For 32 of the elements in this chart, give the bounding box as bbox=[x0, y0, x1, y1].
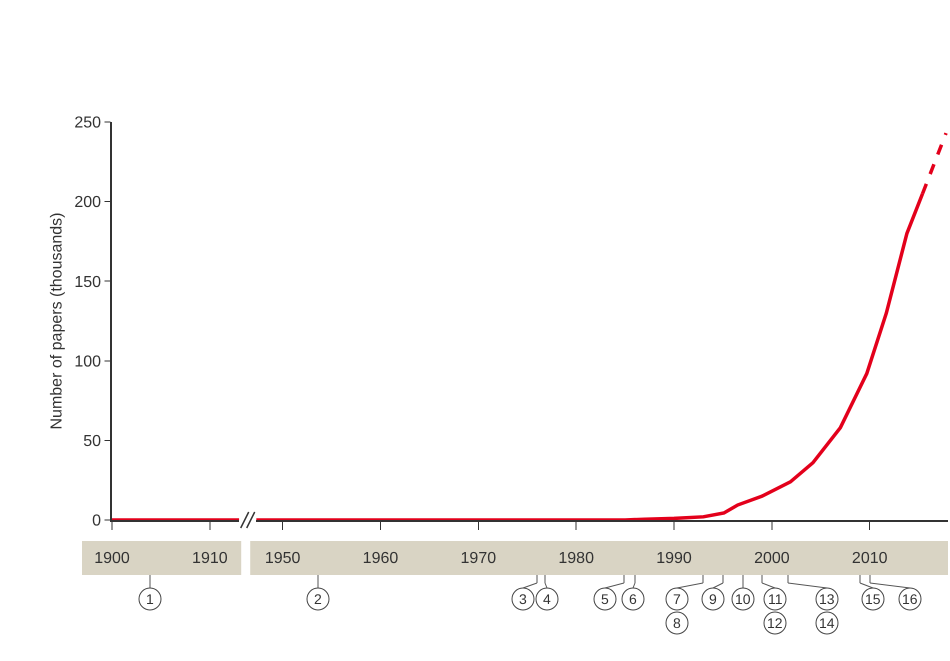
y-axis-title: Number of papers (thousands) bbox=[48, 212, 66, 430]
text: 5 bbox=[601, 591, 609, 607]
text: 12 bbox=[767, 615, 783, 631]
x-tick-label: 1960 bbox=[362, 550, 398, 567]
x-tick-label: 1990 bbox=[656, 550, 692, 567]
text: 6 bbox=[629, 591, 637, 607]
x-tick-label: 1900 bbox=[94, 550, 130, 567]
y-tick-label: 250 bbox=[74, 114, 102, 132]
y-tick-label: 200 bbox=[74, 194, 102, 212]
y-tick-label: 0 bbox=[92, 512, 102, 530]
text: 7 bbox=[673, 591, 681, 607]
text: 9 bbox=[709, 591, 717, 607]
text: 4 bbox=[543, 591, 551, 607]
x-tick-label: 1910 bbox=[192, 550, 228, 567]
text: 1 bbox=[146, 591, 154, 607]
text: 8 bbox=[673, 615, 681, 631]
text: 2 bbox=[314, 591, 322, 607]
y-tick-label: 50 bbox=[83, 433, 102, 450]
text: 16 bbox=[902, 591, 918, 607]
y-tick-label: 150 bbox=[74, 274, 102, 291]
text: 11 bbox=[768, 591, 783, 607]
text: 3 bbox=[519, 591, 527, 607]
text: 14 bbox=[819, 615, 835, 631]
x-tick-label: 1950 bbox=[264, 550, 301, 567]
x-tick-label: 1980 bbox=[558, 550, 594, 567]
x-tick-label: 1970 bbox=[460, 550, 496, 567]
y-tick-label: 100 bbox=[74, 353, 102, 370]
text: 15 bbox=[865, 591, 881, 607]
text: 13 bbox=[819, 591, 835, 607]
x-tick-label: 2000 bbox=[754, 550, 790, 567]
x-tick-label: 2010 bbox=[852, 550, 888, 567]
text: 10 bbox=[735, 591, 751, 607]
